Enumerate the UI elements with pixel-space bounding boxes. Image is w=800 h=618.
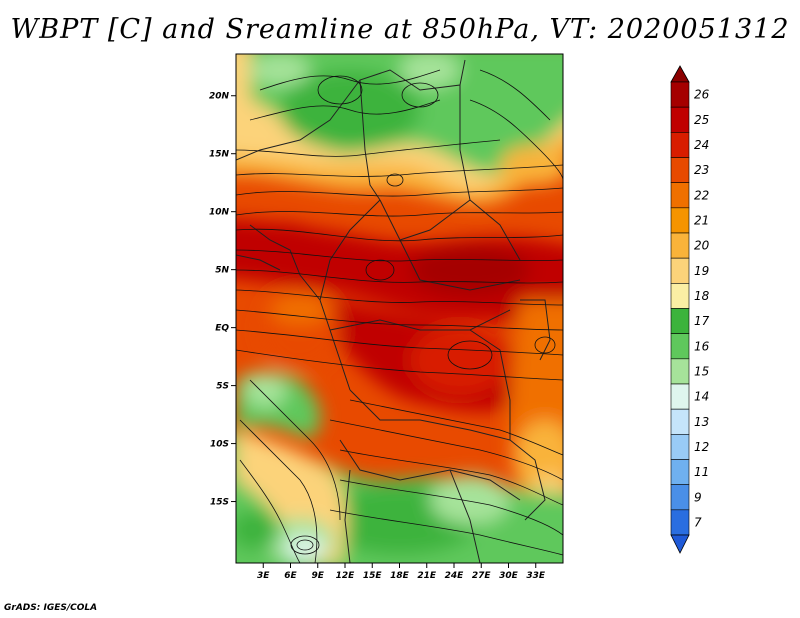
x-tick-label: 33E [526,571,546,581]
colorbar-label: 21 [694,213,709,227]
grads-credit: GrADS: IGES/COLA [4,603,98,613]
map-field [236,54,563,563]
colorbar-top-arrow [670,65,690,83]
colorbar-swatch [670,434,690,460]
x-tick-label: 21E [417,571,437,581]
colorbar-label: 12 [694,440,709,454]
colorbar-label: 23 [694,163,709,177]
colorbar: 26 25 24 23 22 21 20 19 18 17 16 15 14 13 12 11 9 7 [670,65,710,554]
colorbar-swatch [670,157,690,183]
colorbar-label: 16 [694,339,710,353]
colorbar-label: 20 [694,239,710,253]
x-tick-label: 30E [499,571,519,581]
colorbar-swatch [670,106,690,133]
colorbar-swatch [670,509,690,536]
colorbar-label: 19 [694,264,709,278]
colorbar-swatch [670,283,690,309]
x-tick-label: 9E [312,571,325,581]
x-tick-label: 6E [284,571,297,581]
colorbar-label: 24 [694,138,709,152]
colorbar-swatch [670,232,690,259]
x-tick-label: 24E [445,571,465,581]
chart-title: WBPT [C] and Sreamline at 850hPa, VT: 20… [10,14,790,45]
colorbar-label: 15 [694,364,709,378]
y-tick-label: 15S [210,498,229,508]
streamlines [236,69,563,563]
x-tick-label: 12E [336,571,356,581]
colorbar-swatch [670,308,690,334]
colorbar-label: 9 [694,490,702,504]
x-tick-label: 15E [363,571,383,581]
y-tick-label: 5S [216,382,229,392]
x-tick-label: 18E [390,571,410,581]
y-tick-label: 10N [209,208,230,218]
y-tick-label: 10S [210,440,229,450]
colorbar-label: 18 [694,289,710,303]
country-borders [236,59,551,563]
colorbar-swatch [670,182,690,209]
x-axis: 3E 6E 9E 12E 15E 18E 21E 24E 27E 30E 33E [257,563,546,581]
colorbar-swatch [670,333,690,360]
colorbar-label: 14 [694,390,709,404]
x-tick-label: 3E [257,571,270,581]
colorbar-swatch [670,383,690,410]
y-tick-label: 15N [209,150,230,160]
colorbar-label: 17 [694,314,710,328]
colorbar-swatch [670,358,690,385]
y-tick-label: 5N [215,266,229,276]
colorbar-label: 7 [694,515,702,529]
colorbar-label: 22 [694,188,709,202]
colorbar-swatch [670,408,690,435]
y-axis: 20N 15N 10N 5N EQ 5S 10S 15S [209,92,236,508]
colorbar-swatch [670,207,690,234]
colorbar-swatch [670,459,690,485]
colorbar-swatch [670,484,690,511]
y-tick-label: EQ [215,324,229,334]
colorbar-swatch [670,132,690,158]
colorbar-label: 25 [694,113,709,127]
colorbar-label: 11 [694,465,709,479]
y-tick-label: 20N [209,92,230,102]
colorbar-bottom-arrow [670,534,690,554]
colorbar-swatch [670,257,690,284]
x-tick-label: 27E [472,571,492,581]
colorbar-swatch [670,81,690,108]
colorbar-label: 13 [694,415,709,429]
colorbar-label: 26 [694,88,710,102]
